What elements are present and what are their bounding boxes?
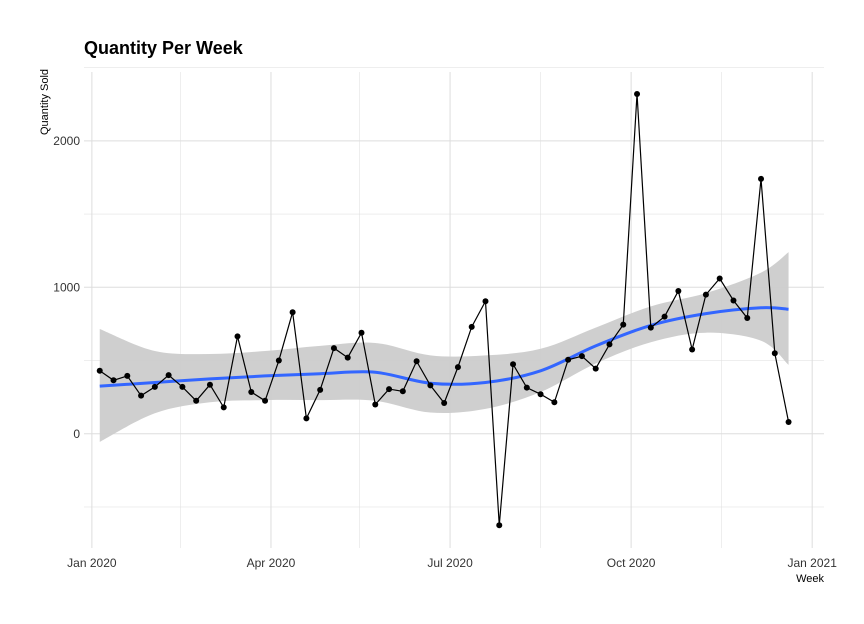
data-point bbox=[165, 372, 172, 379]
data-point bbox=[744, 315, 751, 322]
data-point bbox=[689, 346, 696, 353]
data-point bbox=[206, 381, 213, 388]
data-point bbox=[510, 361, 517, 368]
x-tick-label: Apr 2020 bbox=[247, 556, 296, 570]
data-point bbox=[482, 298, 489, 305]
chart-title: Quantity Per Week bbox=[84, 38, 244, 58]
data-point bbox=[234, 333, 241, 340]
data-point bbox=[220, 404, 227, 411]
data-point bbox=[716, 275, 723, 282]
data-point bbox=[730, 297, 737, 304]
x-tick-label: Jan 2020 bbox=[67, 556, 117, 570]
grid-lines bbox=[84, 67, 824, 548]
data-point bbox=[110, 377, 117, 384]
data-point bbox=[193, 397, 200, 404]
data-point bbox=[427, 382, 434, 389]
y-tick-label: 2000 bbox=[53, 134, 80, 148]
x-axis-ticks: Jan 2020 Apr 2020 Jul 2020 Oct 2020 Jan 2021 bbox=[67, 556, 837, 570]
data-point bbox=[151, 383, 158, 390]
data-point bbox=[358, 329, 365, 336]
y-tick-label: 0 bbox=[73, 427, 80, 441]
data-point bbox=[303, 415, 310, 422]
data-point bbox=[275, 357, 282, 364]
data-point bbox=[634, 90, 641, 97]
data-point bbox=[248, 389, 255, 396]
data-point bbox=[551, 399, 558, 406]
y-tick-label: 1000 bbox=[53, 280, 80, 294]
x-tick-label: Jan 2021 bbox=[787, 556, 837, 570]
data-point bbox=[702, 291, 709, 298]
data-point bbox=[675, 287, 682, 294]
data-point bbox=[785, 419, 792, 426]
data-point bbox=[454, 364, 461, 371]
data-point bbox=[124, 372, 131, 379]
data-point bbox=[441, 400, 448, 407]
y-axis-title: Quantity Sold bbox=[39, 69, 51, 135]
data-point bbox=[330, 345, 337, 352]
data-point bbox=[372, 401, 379, 408]
data-points bbox=[96, 90, 792, 529]
data-point bbox=[565, 356, 572, 363]
data-point bbox=[399, 388, 406, 395]
data-point bbox=[468, 323, 475, 330]
data-point bbox=[413, 358, 420, 365]
confidence-ribbon bbox=[99, 252, 789, 442]
data-point bbox=[620, 321, 627, 328]
data-point bbox=[606, 341, 613, 348]
data-point bbox=[523, 384, 530, 391]
data-point bbox=[262, 397, 269, 404]
data-point bbox=[179, 383, 186, 390]
data-point bbox=[496, 522, 503, 529]
data-point bbox=[138, 392, 145, 399]
data-point bbox=[592, 365, 599, 372]
data-point bbox=[96, 367, 103, 374]
data-point bbox=[537, 391, 544, 398]
data-point bbox=[758, 175, 765, 182]
x-tick-label: Oct 2020 bbox=[607, 556, 656, 570]
data-point bbox=[661, 313, 668, 320]
y-axis-ticks: 0 1000 2000 bbox=[53, 134, 80, 441]
data-point bbox=[317, 386, 324, 393]
data-point bbox=[344, 354, 351, 361]
data-point bbox=[386, 386, 393, 393]
data-point bbox=[289, 309, 296, 316]
data-point bbox=[647, 324, 654, 331]
data-point bbox=[771, 350, 778, 357]
x-tick-label: Jul 2020 bbox=[427, 556, 473, 570]
x-axis-title: Week bbox=[796, 573, 824, 585]
data-point bbox=[578, 353, 585, 360]
